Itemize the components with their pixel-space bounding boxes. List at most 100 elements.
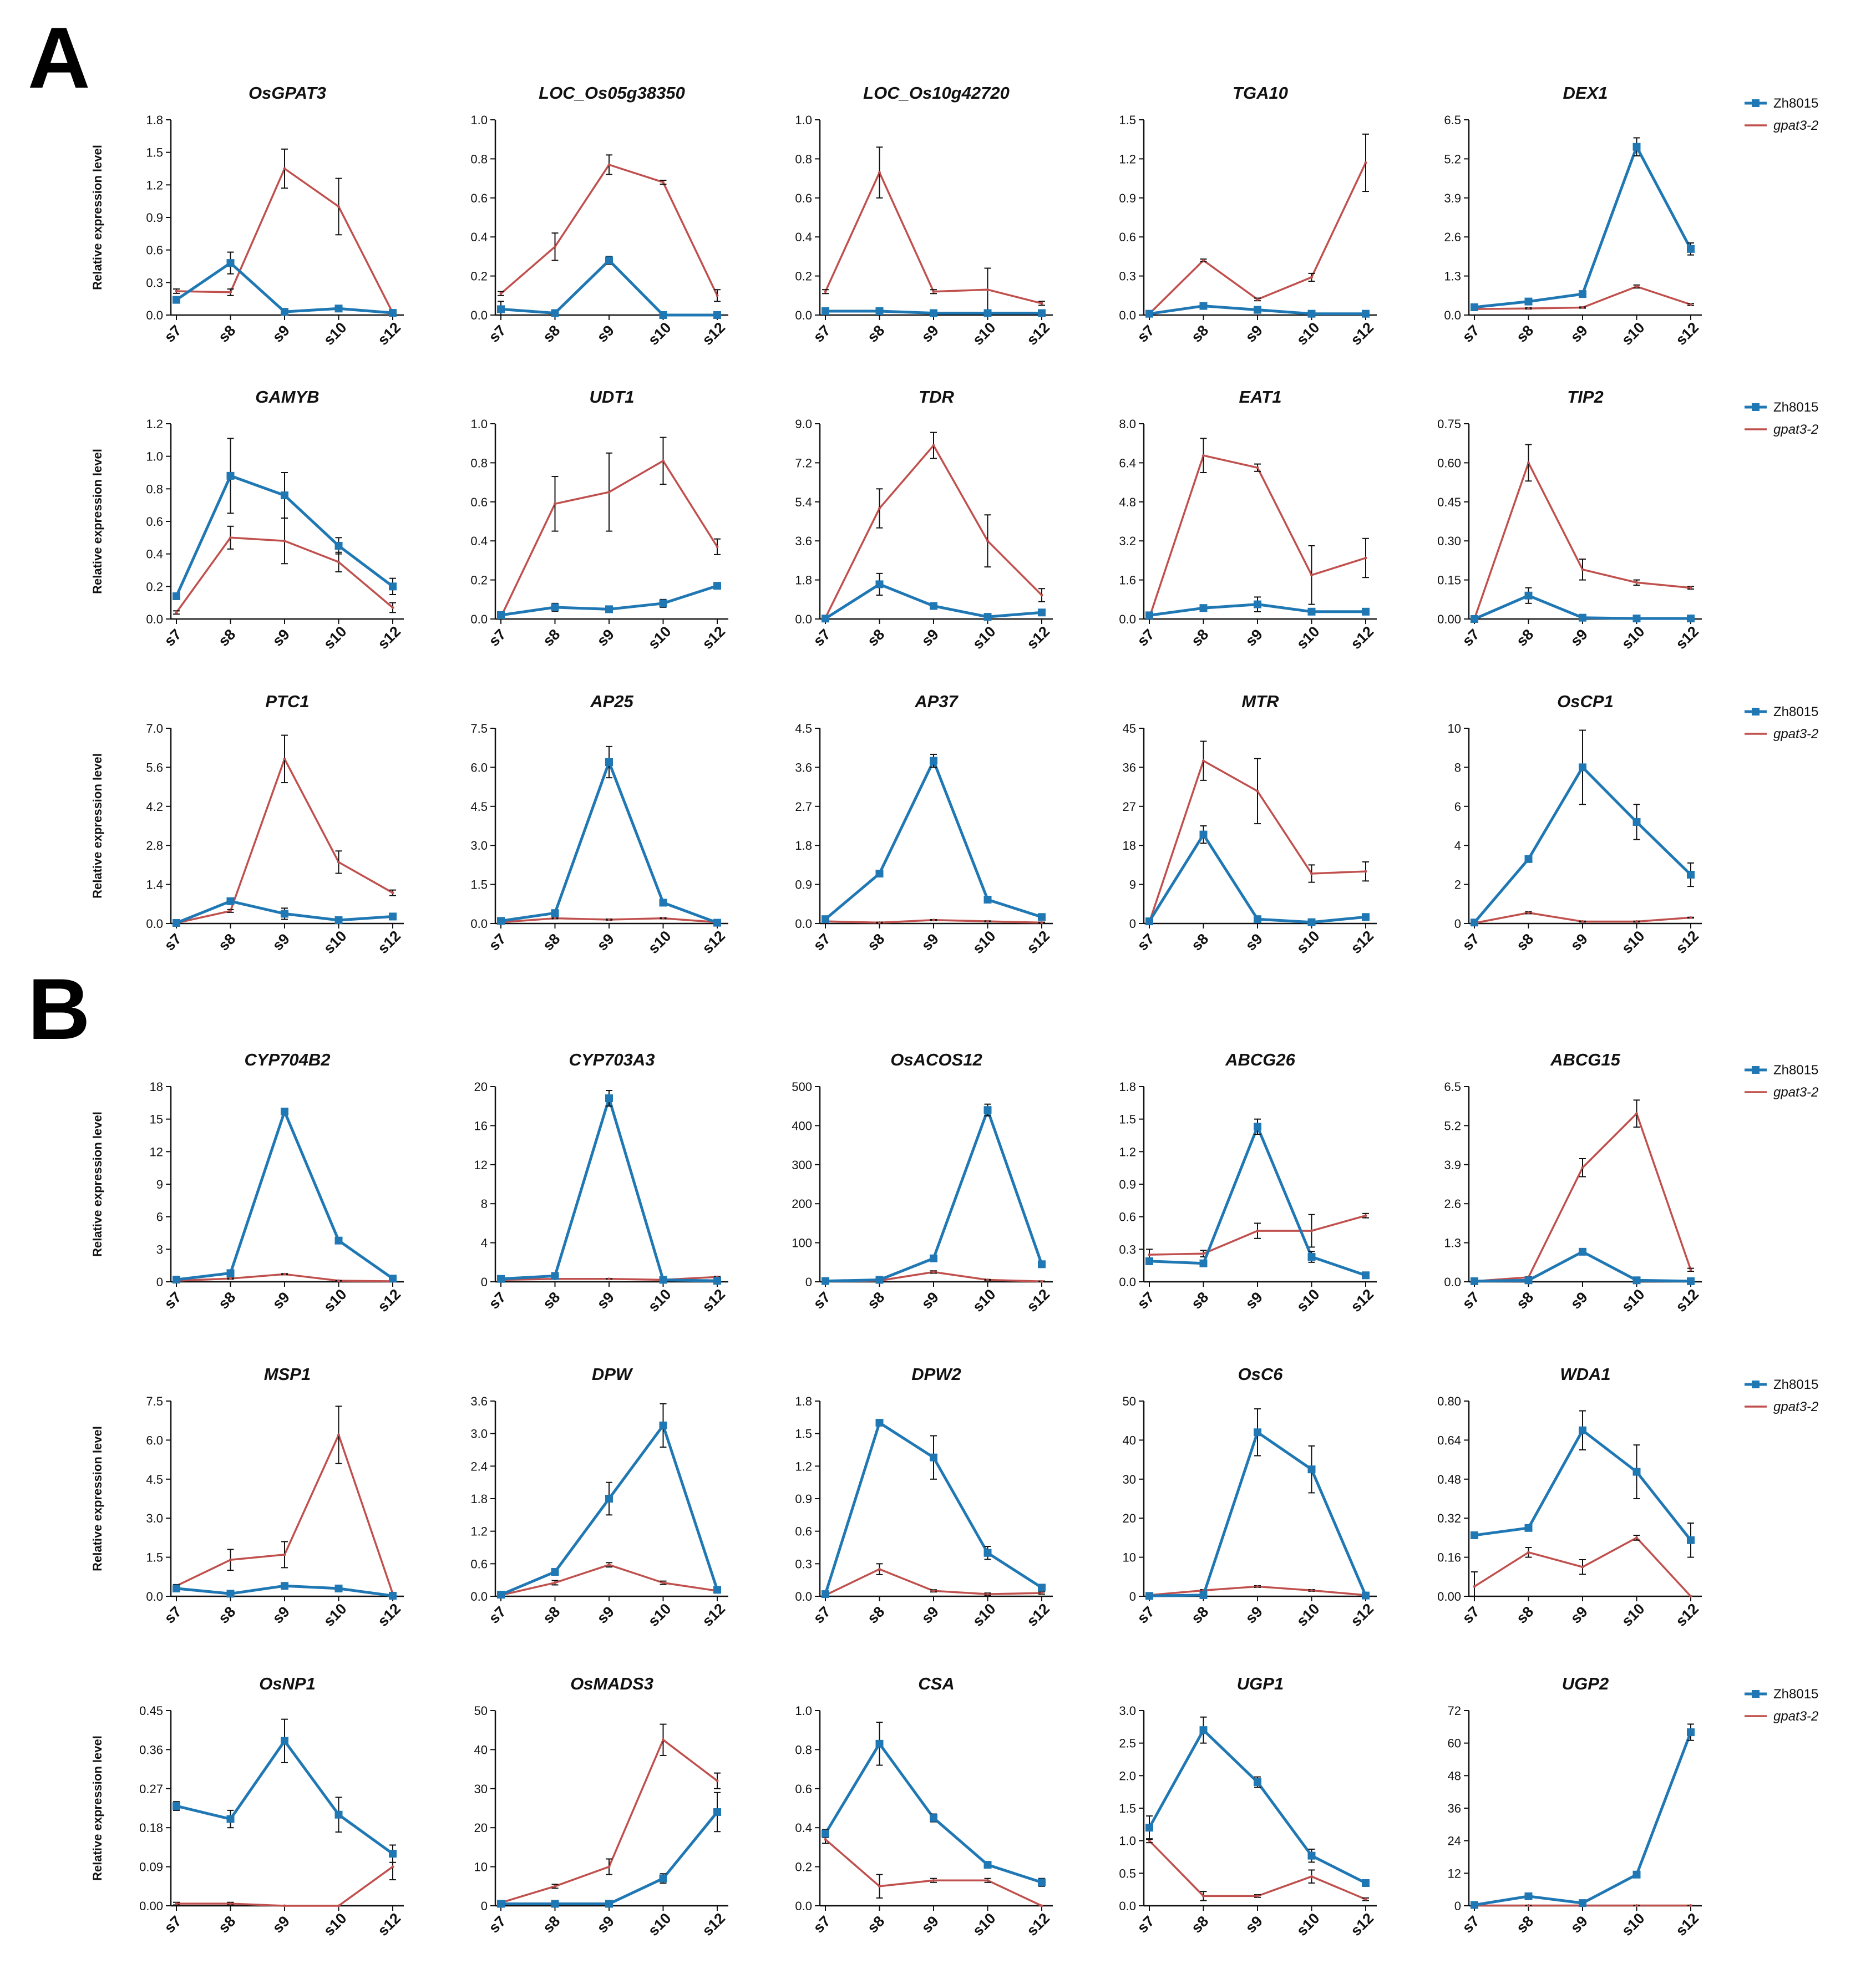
- data-point: [659, 311, 667, 319]
- data-point: [1689, 916, 1692, 919]
- data-point: [1256, 1585, 1259, 1588]
- x-tick-label: s7: [1134, 930, 1157, 953]
- y-tick-label: 0.80: [1437, 1394, 1461, 1408]
- y-tick-label: 0: [805, 1275, 812, 1289]
- data-point: [875, 580, 884, 588]
- y-tick-label: 0: [481, 1275, 488, 1289]
- series-zh8015: [497, 582, 721, 619]
- data-point: [1687, 245, 1695, 253]
- series-line: [824, 444, 1043, 618]
- y-axis-label: Relative expression level: [90, 449, 104, 594]
- data-point: [875, 870, 884, 878]
- y-tick-label: 4: [1454, 839, 1461, 853]
- chart-title: UGP1: [1237, 1674, 1284, 1693]
- legend-label-gpat3: gpat3-2: [1773, 1399, 1818, 1414]
- y-tick-label: 1.8: [795, 574, 812, 587]
- series-gpat3: [173, 1405, 396, 1596]
- data-point: [389, 912, 397, 921]
- y-tick-label: 0: [1129, 917, 1136, 931]
- chart-12: AP37 0.0 0.9 1.8 2.7 3.6 4.5 s7 s8 s9 s10 s12: [795, 692, 1053, 957]
- x-tick-label: s9: [1567, 1603, 1590, 1626]
- x-tick-label: s7: [810, 930, 833, 953]
- data-point: [1632, 1870, 1641, 1879]
- data-point: [930, 1453, 937, 1462]
- x-tick-label: s8: [1513, 322, 1537, 345]
- data-point: [389, 582, 397, 591]
- y-tick-label: 6.5: [1444, 113, 1461, 127]
- chart-title: EAT1: [1239, 387, 1282, 407]
- series-zh8015: [822, 1419, 1046, 1599]
- x-tick-label: s9: [1567, 626, 1590, 649]
- data-point: [1307, 1465, 1316, 1474]
- data-point: [659, 1422, 667, 1429]
- y-tick-label: 0.3: [146, 276, 163, 290]
- y-tick-label: 0.00: [1437, 612, 1461, 626]
- data-point: [1256, 298, 1259, 301]
- x-tick-label: s12: [1023, 1286, 1053, 1315]
- y-tick-label: 0.0: [470, 308, 488, 322]
- y-tick-label: 36: [1123, 760, 1136, 774]
- y-tick-label: 0: [1129, 1590, 1136, 1604]
- y-tick-label: 1.2: [795, 1459, 812, 1473]
- x-tick-label: s9: [918, 1288, 941, 1312]
- y-tick-label: 0.45: [1437, 495, 1461, 509]
- y-tick-label: 0.0: [1119, 1899, 1136, 1913]
- data-point: [1473, 1585, 1476, 1588]
- x-tick-label: s10: [970, 1600, 999, 1630]
- series-line: [500, 760, 718, 924]
- data-point: [226, 897, 235, 905]
- data-point: [554, 1581, 556, 1585]
- data-point: [878, 1885, 881, 1888]
- data-point: [986, 920, 989, 923]
- y-tick-label: 0.8: [470, 152, 488, 166]
- x-tick-label: s7: [810, 322, 833, 345]
- chart-9: TIP2 0.00 0.15 0.30 0.45 0.60 0.75 s7 s8 s9 s10 s12…: [1437, 387, 1818, 652]
- series-gpat3: [822, 146, 1045, 312]
- y-tick-label: 2.0: [1119, 1769, 1136, 1783]
- x-tick-label: s12: [699, 1600, 728, 1630]
- data-point: [229, 291, 232, 294]
- data-point: [605, 1495, 613, 1503]
- chart-title: AP25: [590, 692, 633, 711]
- data-point: [1581, 306, 1584, 309]
- data-point: [659, 1276, 667, 1284]
- y-tick-label: 40: [1123, 1433, 1136, 1447]
- series-zh8015: [173, 251, 397, 317]
- data-point: [1524, 1276, 1533, 1285]
- data-point: [607, 1563, 611, 1566]
- data-point: [1527, 911, 1530, 915]
- data-point: [875, 1276, 884, 1284]
- series-line: [501, 1811, 718, 1905]
- data-point: [1145, 1824, 1153, 1832]
- chart-19: ABCG15 0.0 1.3 2.6 3.9 5.2 6.5 s7 s8 s9 s10 s12 Zh80…: [1444, 1050, 1818, 1315]
- x-tick-label: s8: [1188, 1603, 1211, 1626]
- x-tick-label: s10: [1294, 623, 1323, 652]
- x-tick-label: s10: [970, 927, 999, 957]
- series-gpat3: [173, 1853, 396, 1907]
- data-point: [1199, 830, 1208, 839]
- y-tick-label: 0: [1454, 917, 1461, 931]
- y-axis-label: Relative expression level: [90, 1112, 104, 1257]
- data-point: [499, 292, 503, 295]
- chart-0: OsGPAT3 0.0 0.3 0.6 0.9 1.2 1.5 1.8 s7 s8 s9 s10 s12…: [90, 83, 404, 348]
- data-point: [1362, 1879, 1370, 1887]
- y-tick-label: 20: [474, 1080, 488, 1094]
- x-tick-label: s10: [645, 1286, 675, 1315]
- data-point: [1310, 872, 1313, 875]
- data-point: [1471, 303, 1478, 311]
- y-tick-label: 1.8: [146, 113, 163, 127]
- data-point: [932, 1589, 935, 1592]
- data-point: [1689, 1268, 1692, 1271]
- data-point: [1256, 789, 1259, 793]
- chart-13: MTR 0 9 18 27 36 45 s7 s8 s9 s10 s12: [1123, 692, 1377, 957]
- y-tick-label: 72: [1448, 1704, 1461, 1718]
- y-tick-label: 45: [1123, 722, 1136, 735]
- data-point: [983, 1106, 992, 1114]
- y-tick-label: 12: [150, 1145, 163, 1159]
- data-point: [932, 919, 935, 922]
- y-axis-label: Relative expression level: [90, 1426, 104, 1571]
- data-point: [822, 1829, 829, 1838]
- x-tick-label: s8: [864, 1912, 888, 1936]
- y-tick-label: 4.5: [146, 1473, 163, 1486]
